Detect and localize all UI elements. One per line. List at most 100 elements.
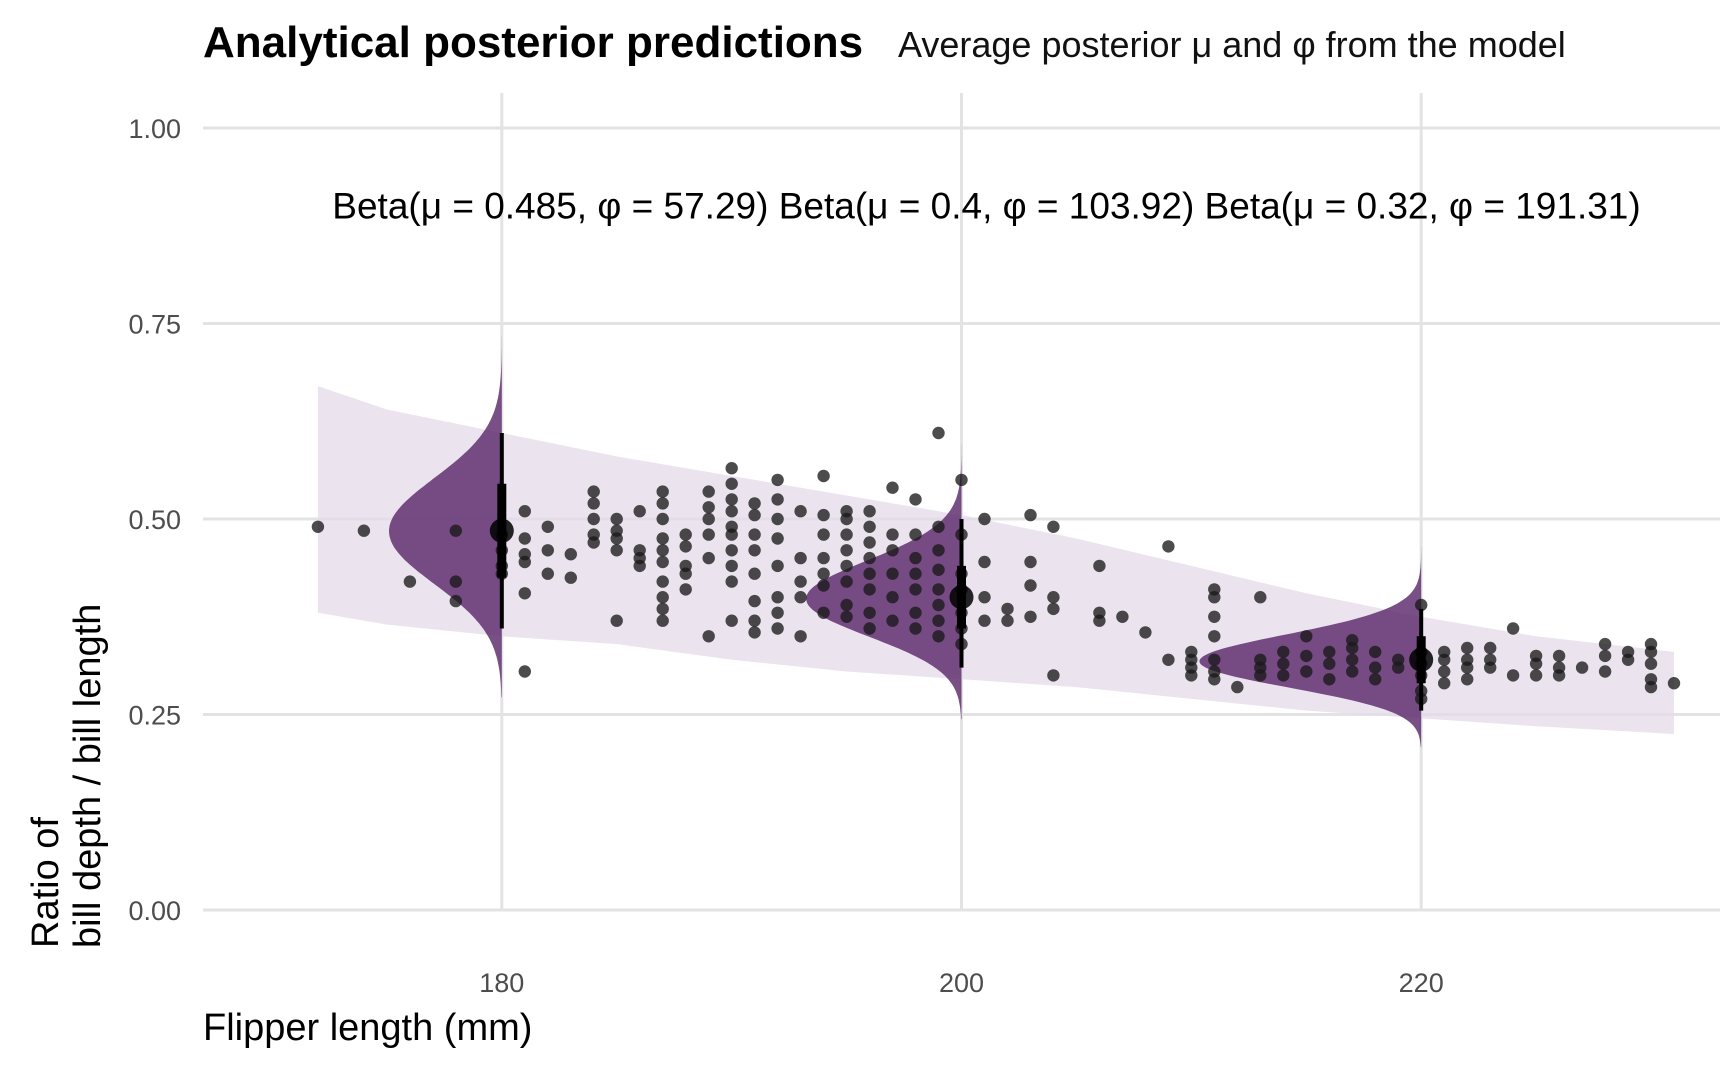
- data-point: [909, 493, 922, 506]
- data-point: [656, 591, 669, 604]
- data-point: [564, 571, 577, 584]
- data-point: [748, 508, 761, 522]
- data-point: [794, 630, 807, 643]
- x-tick-label-0: 180: [479, 968, 524, 998]
- data-point: [541, 544, 554, 557]
- y-tick-label-0: 0.00: [128, 896, 181, 926]
- data-point: [1552, 669, 1566, 682]
- data-point: [1001, 602, 1014, 616]
- data-point: [1552, 649, 1566, 663]
- y-tick-label-1: 0.25: [128, 701, 181, 731]
- data-point: [518, 532, 531, 545]
- data-point: [1277, 669, 1290, 682]
- data-point: [1047, 669, 1060, 682]
- data-point: [771, 512, 784, 526]
- data-point: [656, 497, 669, 510]
- data-point: [1208, 610, 1221, 623]
- data-point: [725, 462, 738, 475]
- data-point: [518, 505, 531, 518]
- data-point: [817, 469, 830, 483]
- data-point: [748, 614, 761, 627]
- x-tick-label-1: 200: [939, 968, 984, 998]
- data-point: [1024, 610, 1037, 623]
- data-point: [748, 626, 761, 639]
- data-point: [587, 485, 600, 498]
- beta-label-2: Beta(μ = 0.32, φ = 191.31): [1194, 185, 1640, 226]
- beta-density-0: [389, 135, 502, 698]
- data-point: [1346, 653, 1359, 666]
- y-tick-label-4: 1.00: [128, 114, 181, 144]
- beta-distributions: [389, 135, 1422, 748]
- data-point: [656, 614, 669, 627]
- data-point: [449, 524, 462, 537]
- data-point: [449, 575, 462, 588]
- data-point: [656, 532, 669, 545]
- data-point: [1093, 559, 1106, 573]
- data-point: [771, 559, 784, 573]
- y-axis-label-line-2: bill depth / bill length: [67, 604, 109, 948]
- data-point: [725, 559, 738, 573]
- data-point: [1506, 669, 1520, 682]
- posterior-mean-point-0: [489, 518, 514, 543]
- data-point: [886, 614, 899, 627]
- data-point: [1346, 665, 1359, 678]
- data-point: [817, 528, 830, 541]
- data-point: [1438, 677, 1451, 690]
- data-point: [1369, 645, 1382, 659]
- data-point: [725, 493, 738, 506]
- data-point: [1598, 649, 1612, 663]
- data-point: [909, 583, 922, 596]
- chart-subtitle: Average posterior μ and φ from the model: [898, 24, 1566, 65]
- data-point: [863, 536, 876, 549]
- posterior-mean-point-1: [949, 585, 974, 610]
- data-point: [679, 540, 692, 553]
- data-point: [1300, 630, 1313, 643]
- data-point: [1024, 579, 1037, 592]
- data-point: [840, 610, 853, 623]
- data-point: [909, 622, 922, 635]
- data-point: [863, 583, 876, 596]
- data-point: [1185, 669, 1198, 682]
- data-point: [403, 575, 417, 588]
- data-point: [909, 551, 922, 565]
- data-point: [1392, 661, 1405, 674]
- data-point: [1346, 641, 1359, 655]
- beta-density-2: [1199, 135, 1422, 748]
- data-point: [748, 567, 761, 580]
- data-point: [1484, 661, 1497, 674]
- data-point: [886, 567, 899, 580]
- data-point: [610, 532, 623, 545]
- data-point: [702, 528, 715, 541]
- x-axis-ticks: 180 200 220: [479, 968, 1443, 998]
- data-point: [1369, 673, 1382, 686]
- data-point: [725, 477, 738, 490]
- data-point: [1461, 673, 1474, 686]
- data-point: [725, 544, 738, 557]
- data-point: [771, 622, 784, 635]
- data-point: [840, 512, 853, 526]
- y-axis-label: Ratio of bill depth / bill length: [25, 604, 109, 948]
- data-point: [1506, 622, 1520, 635]
- data-point: [863, 551, 876, 565]
- data-point: [794, 575, 807, 588]
- data-point: [840, 575, 853, 588]
- data-point: [725, 505, 738, 518]
- data-point: [610, 614, 623, 627]
- beta-density-1: [806, 135, 962, 720]
- data-point: [1598, 637, 1612, 651]
- data-point: [1644, 680, 1658, 694]
- data-point: [1667, 677, 1681, 690]
- data-point: [1323, 645, 1336, 659]
- data-point: [587, 512, 600, 526]
- y-tick-label-3: 0.75: [128, 310, 181, 340]
- data-point: [702, 512, 715, 526]
- posterior-intervals: [489, 432, 1434, 711]
- data-point: [771, 493, 784, 506]
- data-point: [449, 594, 462, 608]
- data-point: [863, 567, 876, 580]
- data-point: [817, 508, 830, 522]
- data-point: [610, 512, 623, 526]
- data-point: [1047, 591, 1060, 604]
- data-point: [541, 567, 554, 580]
- data-point: [656, 512, 669, 526]
